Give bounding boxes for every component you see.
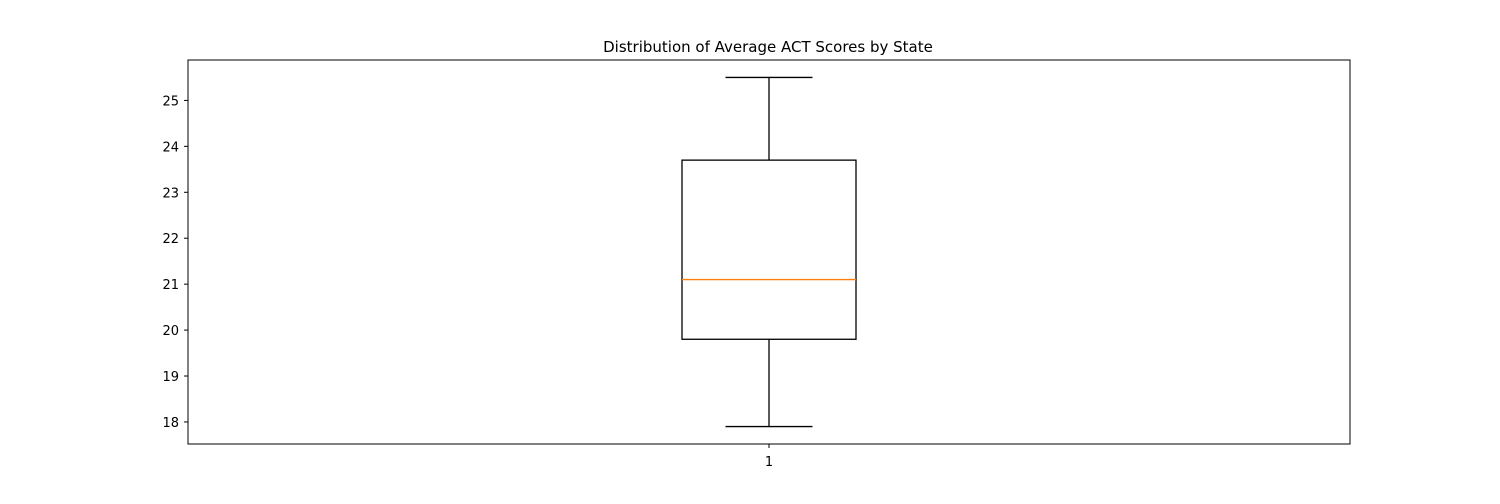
- y-tick-label: 25: [162, 94, 179, 109]
- y-tick-label: 22: [162, 232, 179, 247]
- chart-title: Distribution of Average ACT Scores by St…: [603, 38, 933, 56]
- iqr-box: [681, 159, 857, 340]
- y-tick-label: 18: [162, 416, 179, 431]
- y-tick-label: 21: [162, 278, 179, 293]
- x-tick-label: 1: [765, 455, 773, 470]
- y-tick-label: 24: [162, 140, 179, 155]
- y-tick-label: 20: [162, 324, 179, 339]
- y-tick-label: 19: [162, 370, 179, 385]
- plot-area: 18 19 20 21 22 23 24 25 1: [162, 59, 1351, 470]
- y-tick-label: 23: [162, 186, 179, 201]
